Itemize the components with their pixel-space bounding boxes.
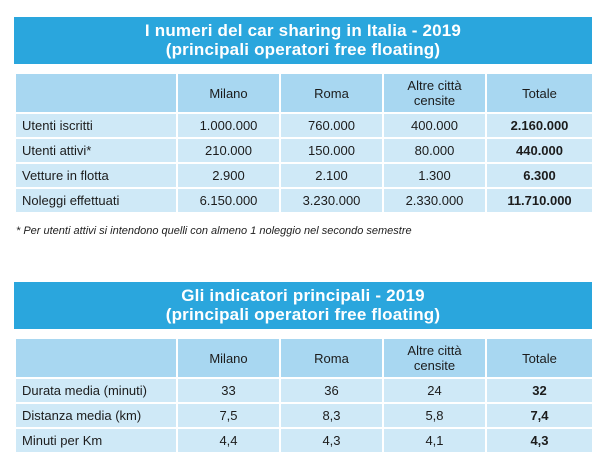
- row-label: Utenti attivi*: [14, 137, 178, 164]
- table2-header-totale: Totale: [485, 337, 594, 379]
- cell-altre: 4,1: [382, 427, 487, 454]
- table-row: Minuti per Km 4,4 4,3 4,1 4,3: [14, 427, 594, 454]
- table-row: Vetture in flotta 2.900 2.100 1.300 6.30…: [14, 162, 594, 189]
- cell-milano: 2.900: [176, 162, 281, 189]
- cell-altre: 80.000: [382, 137, 487, 164]
- table2: Milano Roma Altre città censite Totale D…: [14, 337, 594, 454]
- cell-roma: 36: [279, 377, 384, 404]
- table2-header-altre: Altre città censite: [382, 337, 487, 379]
- cell-altre: 2.330.000: [382, 187, 487, 214]
- table2-title: Gli indicatori principali - 2019: [181, 286, 425, 305]
- indicators-section: Gli indicatori principali - 2019 (princi…: [14, 282, 594, 454]
- cell-roma: 8,3: [279, 402, 384, 429]
- table1-title-banner: I numeri del car sharing in Italia - 201…: [14, 17, 592, 64]
- table2-header-milano: Milano: [176, 337, 281, 379]
- table-row: Noleggi effettuati 6.150.000 3.230.000 2…: [14, 187, 594, 214]
- table2-subtitle: (principali operatori free floating): [165, 305, 441, 324]
- cell-milano: 7,5: [176, 402, 281, 429]
- cell-roma: 150.000: [279, 137, 384, 164]
- cell-milano: 6.150.000: [176, 187, 281, 214]
- cell-roma: 760.000: [279, 112, 384, 139]
- cell-totale: 7,4: [485, 402, 594, 429]
- table2-header-altre-text: Altre città censite: [407, 343, 462, 373]
- row-label: Utenti iscritti: [14, 112, 178, 139]
- cell-altre: 24: [382, 377, 487, 404]
- cell-milano: 210.000: [176, 137, 281, 164]
- car-sharing-numbers-section: I numeri del car sharing in Italia - 201…: [14, 17, 594, 214]
- cell-altre: 1.300: [382, 162, 487, 189]
- table-row: Utenti iscritti 1.000.000 760.000 400.00…: [14, 112, 594, 139]
- cell-totale: 2.160.000: [485, 112, 594, 139]
- table1-title: I numeri del car sharing in Italia - 201…: [144, 21, 462, 40]
- table-row: Durata media (minuti) 33 36 24 32: [14, 377, 594, 404]
- cell-milano: 4,4: [176, 427, 281, 454]
- table1-header-totale: Totale: [485, 72, 594, 114]
- table2-header-roma: Roma: [279, 337, 384, 379]
- cell-totale: 440.000: [485, 137, 594, 164]
- row-label: Noleggi effettuati: [14, 187, 178, 214]
- table1-header-altre: Altre città censite: [382, 72, 487, 114]
- table-row: Distanza media (km) 7,5 8,3 5,8 7,4: [14, 402, 594, 429]
- cell-milano: 33: [176, 377, 281, 404]
- table1: Milano Roma Altre città censite Totale U…: [14, 72, 594, 214]
- cell-roma: 2.100: [279, 162, 384, 189]
- table1-header-row: Milano Roma Altre città censite Totale: [14, 72, 594, 114]
- cell-totale: 6.300: [485, 162, 594, 189]
- row-label: Minuti per Km: [14, 427, 178, 454]
- row-label: Durata media (minuti): [14, 377, 178, 404]
- cell-totale: 4,3: [485, 427, 594, 454]
- cell-roma: 3.230.000: [279, 187, 384, 214]
- cell-altre: 400.000: [382, 112, 487, 139]
- cell-totale: 32: [485, 377, 594, 404]
- table-row: Utenti attivi* 210.000 150.000 80.000 44…: [14, 137, 594, 164]
- table1-header-roma: Roma: [279, 72, 384, 114]
- cell-totale: 11.710.000: [485, 187, 594, 214]
- cell-roma: 4,3: [279, 427, 384, 454]
- cell-milano: 1.000.000: [176, 112, 281, 139]
- table1-header-altre-text: Altre città censite: [407, 78, 462, 108]
- table1-subtitle: (principali operatori free floating): [165, 40, 441, 59]
- cell-altre: 5,8: [382, 402, 487, 429]
- table1-footnote: * Per utenti attivi si intendono quelli …: [16, 225, 412, 237]
- table1-header-empty: [14, 72, 178, 114]
- table2-header-empty: [14, 337, 178, 379]
- row-label: Vetture in flotta: [14, 162, 178, 189]
- row-label: Distanza media (km): [14, 402, 178, 429]
- table2-title-banner: Gli indicatori principali - 2019 (princi…: [14, 282, 592, 329]
- table1-header-milano: Milano: [176, 72, 281, 114]
- table2-header-row: Milano Roma Altre città censite Totale: [14, 337, 594, 379]
